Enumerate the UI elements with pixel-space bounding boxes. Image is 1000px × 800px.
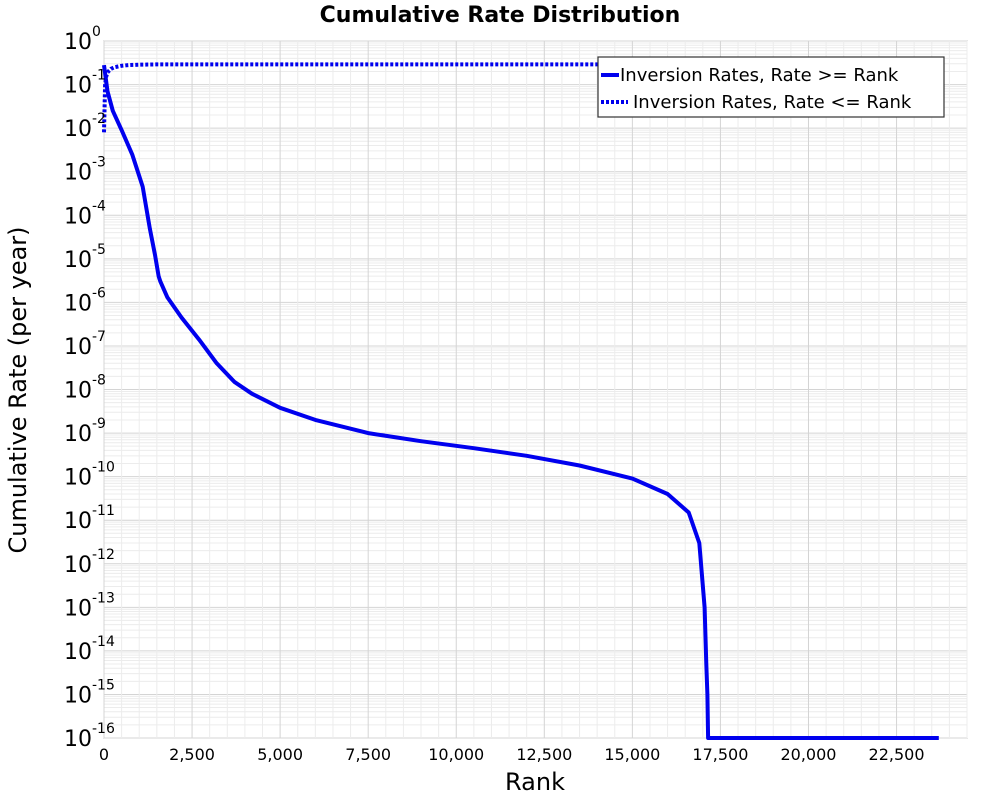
y-tick-label: 10-7	[64, 329, 106, 360]
x-tick-label: 22,500	[869, 745, 925, 764]
x-tick-label: 2,500	[169, 745, 215, 764]
x-axis-label: Rank	[505, 768, 565, 796]
y-axis-label: Cumulative Rate (per year)	[4, 226, 32, 553]
series-line-0	[102, 64, 939, 740]
legend-box	[597, 56, 945, 118]
chart-title: Cumulative Rate Distribution	[320, 3, 681, 28]
y-tick-label: 10-6	[64, 285, 106, 316]
y-tick-label: 10-12	[64, 547, 115, 578]
series-line-1	[102, 62, 939, 133]
y-tick-label: 10-11	[64, 503, 115, 534]
y-tick-label: 10-15	[64, 677, 115, 708]
x-tick-label: 0	[99, 745, 109, 764]
grid	[103, 40, 968, 739]
y-tick-label: 100	[64, 24, 101, 55]
y-tick-label: 10-13	[64, 590, 115, 621]
x-tick-label: 5,000	[257, 745, 303, 764]
y-tick-label: 10-8	[64, 373, 106, 404]
y-tick-label: 10-9	[64, 416, 106, 447]
y-tick-label: 10-2	[64, 111, 106, 142]
legend-label-rate-le-rank: Inversion Rates, Rate <= Rank	[633, 92, 912, 113]
y-tick-label: 10-1	[64, 68, 106, 99]
y-tick-label: 10-4	[64, 198, 106, 229]
y-tick-labels: 100 10-1 10-2 10-3 10-4 10-5 10-6 10-7 10-8 10-9 1…	[64, 24, 115, 752]
x-tick-label: 12,500	[516, 745, 572, 764]
legend-label-rate-ge-rank: Inversion Rates, Rate >= Rank	[620, 65, 899, 86]
y-tick-label: 10-10	[64, 460, 115, 491]
y-tick-label: 10-14	[64, 634, 115, 665]
x-tick-label: 17,500	[692, 745, 748, 764]
y-tick-label: 10-5	[64, 242, 106, 273]
x-tick-label: 20,000	[780, 745, 836, 764]
x-tick-label: 10,000	[428, 745, 484, 764]
y-tick-label: 10-16	[64, 721, 115, 752]
series-layer	[102, 62, 939, 740]
x-tick-label: 15,000	[604, 745, 660, 764]
x-tick-labels: 0 2,500 5,000 7,500 10,000 12,500 15,000 17,500…	[99, 745, 925, 764]
x-tick-label: 7,500	[345, 745, 391, 764]
legend: Inversion Rates, Rate >= Rank Inversion …	[597, 56, 945, 118]
y-tick-label: 10-3	[64, 155, 106, 186]
